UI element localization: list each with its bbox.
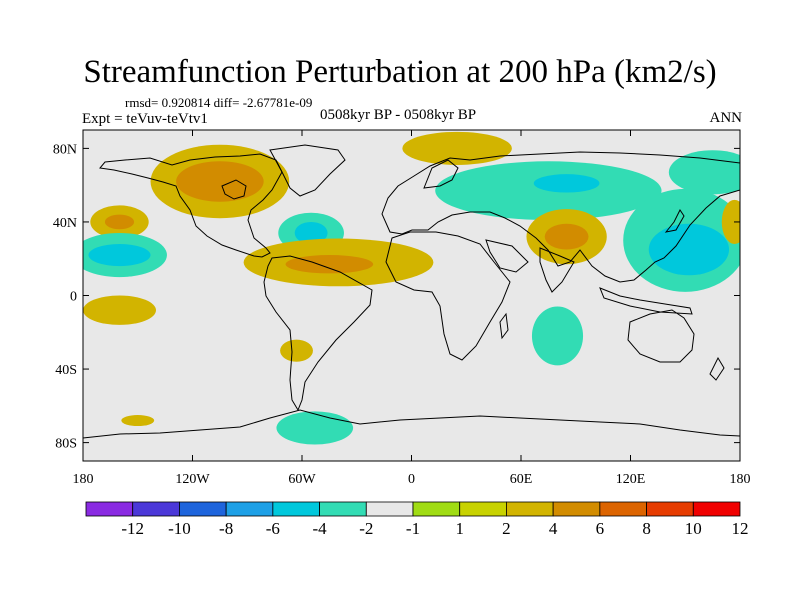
coastline-arabia [485,239,529,273]
field-contour-23 [531,306,584,366]
colorbar-swatch-13 [692,501,741,517]
colorbar-swatch-4 [272,501,320,517]
colorbar-label: -8 [219,519,233,538]
field-contour-11 [280,339,313,362]
colorbar-swatch-9 [506,501,554,517]
field-contour-22 [721,199,740,245]
lon-tick-label: 60E [510,472,533,487]
coastline-india [539,247,575,293]
coastline-japan [664,209,685,233]
field-contour-3 [104,214,135,230]
colorbar-label: -12 [121,519,144,538]
axes-layer: 180 120W 60W 0 60E 120E 180 80N 40N 0 40S 80S [53,130,751,487]
field-contour-16 [533,174,600,193]
colorbar-swatch-3 [225,501,274,517]
field-contour-10 [83,295,156,325]
field-contour-9 [285,255,374,274]
lon-tick-label: 60W [288,472,316,487]
field-contour-1 [176,161,264,202]
colorbar-label: 4 [549,519,558,538]
colorbar-swatch-10 [552,501,601,517]
lon-tick-label: 0 [408,472,415,487]
colorbar-label: -2 [359,519,373,538]
colorbar-label: -4 [312,519,327,538]
coastline-africa [385,231,511,361]
field-contour-20 [648,223,730,276]
colorbar-swatch-7 [412,501,461,517]
colorbar-label: 1 [455,519,464,538]
field-contour-12 [121,415,155,427]
plot-title: Streamfunction Perturbation at 200 hPa (… [83,54,717,90]
colorbar-label: 12 [732,519,749,538]
field-contour-13 [276,411,354,445]
coastline-hudson-bay [221,179,247,200]
coastline-south-america [263,255,373,412]
colorbar-swatch-8 [459,501,507,517]
field-contour-18 [544,223,589,250]
period-label: 0508kyr BP - 0508kyr BP [320,107,477,123]
coastline-layer [83,144,740,439]
coastline-eurasia [381,151,740,283]
coastline-antarctica [83,409,740,439]
field-contour-14 [402,131,512,165]
coastline-north-america [99,153,283,258]
experiment-label: Expt = teVuv-teVtv1 [82,111,208,127]
stats-label: rmsd= 0.920814 diff= -2.67781e-09 [125,95,313,110]
lon-tick-label: 120E [616,472,646,487]
coastline-indonesia [599,287,693,315]
field-contour-7 [294,221,328,245]
coastline-new-zealand [709,356,725,381]
colorbar-swatch-5 [319,501,367,517]
lon-tick-label: 180 [730,472,751,487]
lat-tick-label: 0 [70,290,77,305]
coastline-greenland [269,144,346,197]
lon-tick-label: 180 [73,472,94,487]
colorbar-label: -6 [266,519,280,538]
coastline-madagascar [499,312,509,340]
field-contour-5 [88,244,151,267]
colorbar-label: 10 [685,519,702,538]
colorbar-label: -10 [168,519,191,538]
colorbar-swatch-6 [365,501,414,517]
field-layer [83,131,740,445]
lat-tick-label: 80S [55,437,77,452]
colorbar-label: 6 [596,519,605,538]
colorbar-label: 8 [642,519,651,538]
colorbar-swatch-12 [646,501,694,517]
lat-tick-label: 80N [53,142,77,157]
lat-tick-label: 40N [53,216,77,231]
colorbar-label: -1 [406,519,420,538]
coastline-australia [627,309,695,363]
colorbar-swatch-1 [132,501,180,517]
lon-tick-label: 120W [175,472,210,487]
colorbar-swatch-0 [85,501,134,517]
colorbar: -12 -10 -8 -6 -4 -2 -1 1 2 4 6 8 10 12 [85,501,749,538]
coastline-scandinavia [423,159,459,189]
lat-tick-label: 40S [55,363,77,378]
season-label: ANN [709,110,743,126]
colorbar-swatch-11 [599,501,647,517]
colorbar-label: 2 [502,519,511,538]
colorbar-swatch-2 [179,501,227,517]
